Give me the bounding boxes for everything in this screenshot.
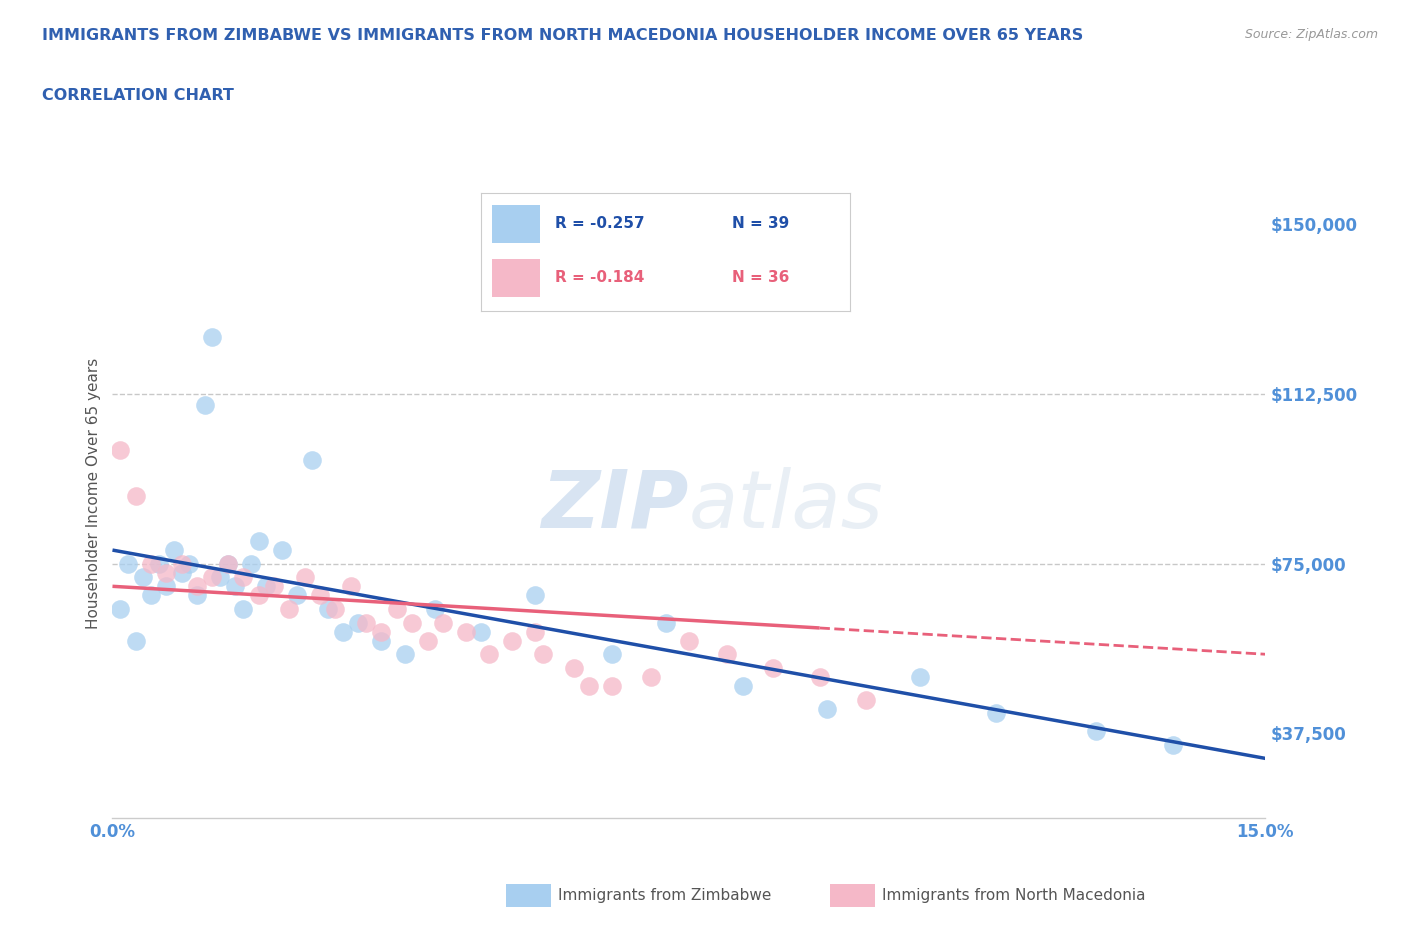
Point: [209, 570, 232, 585]
Point: [986, 706, 1008, 721]
Point: [316, 602, 339, 617]
Point: [354, 615, 377, 630]
Point: [1085, 724, 1108, 738]
Point: [170, 565, 193, 580]
Y-axis label: Householder Income Over 65 years: Householder Income Over 65 years: [86, 357, 101, 629]
Point: [301, 452, 323, 467]
Point: [716, 646, 738, 661]
Point: [124, 633, 146, 648]
Text: Source: ZipAtlas.com: Source: ZipAtlas.com: [1244, 28, 1378, 41]
Point: [401, 615, 423, 630]
Point: [294, 570, 316, 585]
Point: [194, 398, 217, 413]
Point: [655, 615, 678, 630]
Point: [432, 615, 454, 630]
Point: [332, 624, 354, 639]
Point: [731, 679, 754, 694]
Point: [531, 646, 554, 661]
Point: [640, 670, 662, 684]
Point: [239, 556, 262, 571]
Text: atlas: atlas: [689, 467, 884, 545]
Point: [1161, 737, 1184, 752]
Point: [139, 588, 162, 603]
Point: [163, 542, 186, 557]
Text: CORRELATION CHART: CORRELATION CHART: [42, 88, 233, 103]
Point: [524, 624, 547, 639]
Point: [762, 660, 785, 675]
Point: [478, 646, 501, 661]
Point: [201, 570, 224, 585]
Point: [425, 602, 447, 617]
Point: [247, 534, 270, 549]
Point: [370, 624, 392, 639]
Point: [470, 624, 492, 639]
Point: [325, 602, 347, 617]
Point: [808, 670, 831, 684]
Point: [232, 602, 254, 617]
Point: [270, 542, 292, 557]
Point: [117, 556, 139, 571]
Point: [339, 578, 361, 593]
Point: [217, 556, 239, 571]
Point: [232, 570, 254, 585]
Text: IMMIGRANTS FROM ZIMBABWE VS IMMIGRANTS FROM NORTH MACEDONIA HOUSEHOLDER INCOME O: IMMIGRANTS FROM ZIMBABWE VS IMMIGRANTS F…: [42, 28, 1084, 43]
Point: [201, 330, 224, 345]
Point: [309, 588, 332, 603]
Point: [263, 578, 285, 593]
Point: [394, 646, 416, 661]
Text: Immigrants from Zimbabwe: Immigrants from Zimbabwe: [558, 887, 772, 903]
Point: [132, 570, 155, 585]
Point: [285, 588, 308, 603]
Point: [600, 679, 623, 694]
Point: [155, 578, 177, 593]
Point: [385, 602, 408, 617]
Point: [524, 588, 547, 603]
Point: [578, 679, 600, 694]
Point: [124, 488, 146, 503]
Point: [186, 578, 208, 593]
Point: [347, 615, 370, 630]
Point: [454, 624, 477, 639]
Point: [217, 556, 239, 571]
Point: [108, 602, 131, 617]
Point: [108, 443, 131, 458]
Point: [224, 578, 246, 593]
Point: [186, 588, 208, 603]
Point: [855, 692, 877, 707]
Point: [247, 588, 270, 603]
Point: [562, 660, 585, 675]
Text: Immigrants from North Macedonia: Immigrants from North Macedonia: [882, 887, 1144, 903]
Point: [815, 701, 838, 716]
Point: [254, 578, 277, 593]
Point: [416, 633, 439, 648]
Point: [179, 556, 201, 571]
Point: [155, 565, 177, 580]
Point: [139, 556, 162, 571]
Point: [678, 633, 700, 648]
Point: [501, 633, 523, 648]
Point: [600, 646, 623, 661]
Point: [278, 602, 301, 617]
Point: [908, 670, 931, 684]
Point: [370, 633, 392, 648]
Point: [148, 556, 170, 571]
Point: [170, 556, 193, 571]
Text: ZIP: ZIP: [541, 467, 689, 545]
